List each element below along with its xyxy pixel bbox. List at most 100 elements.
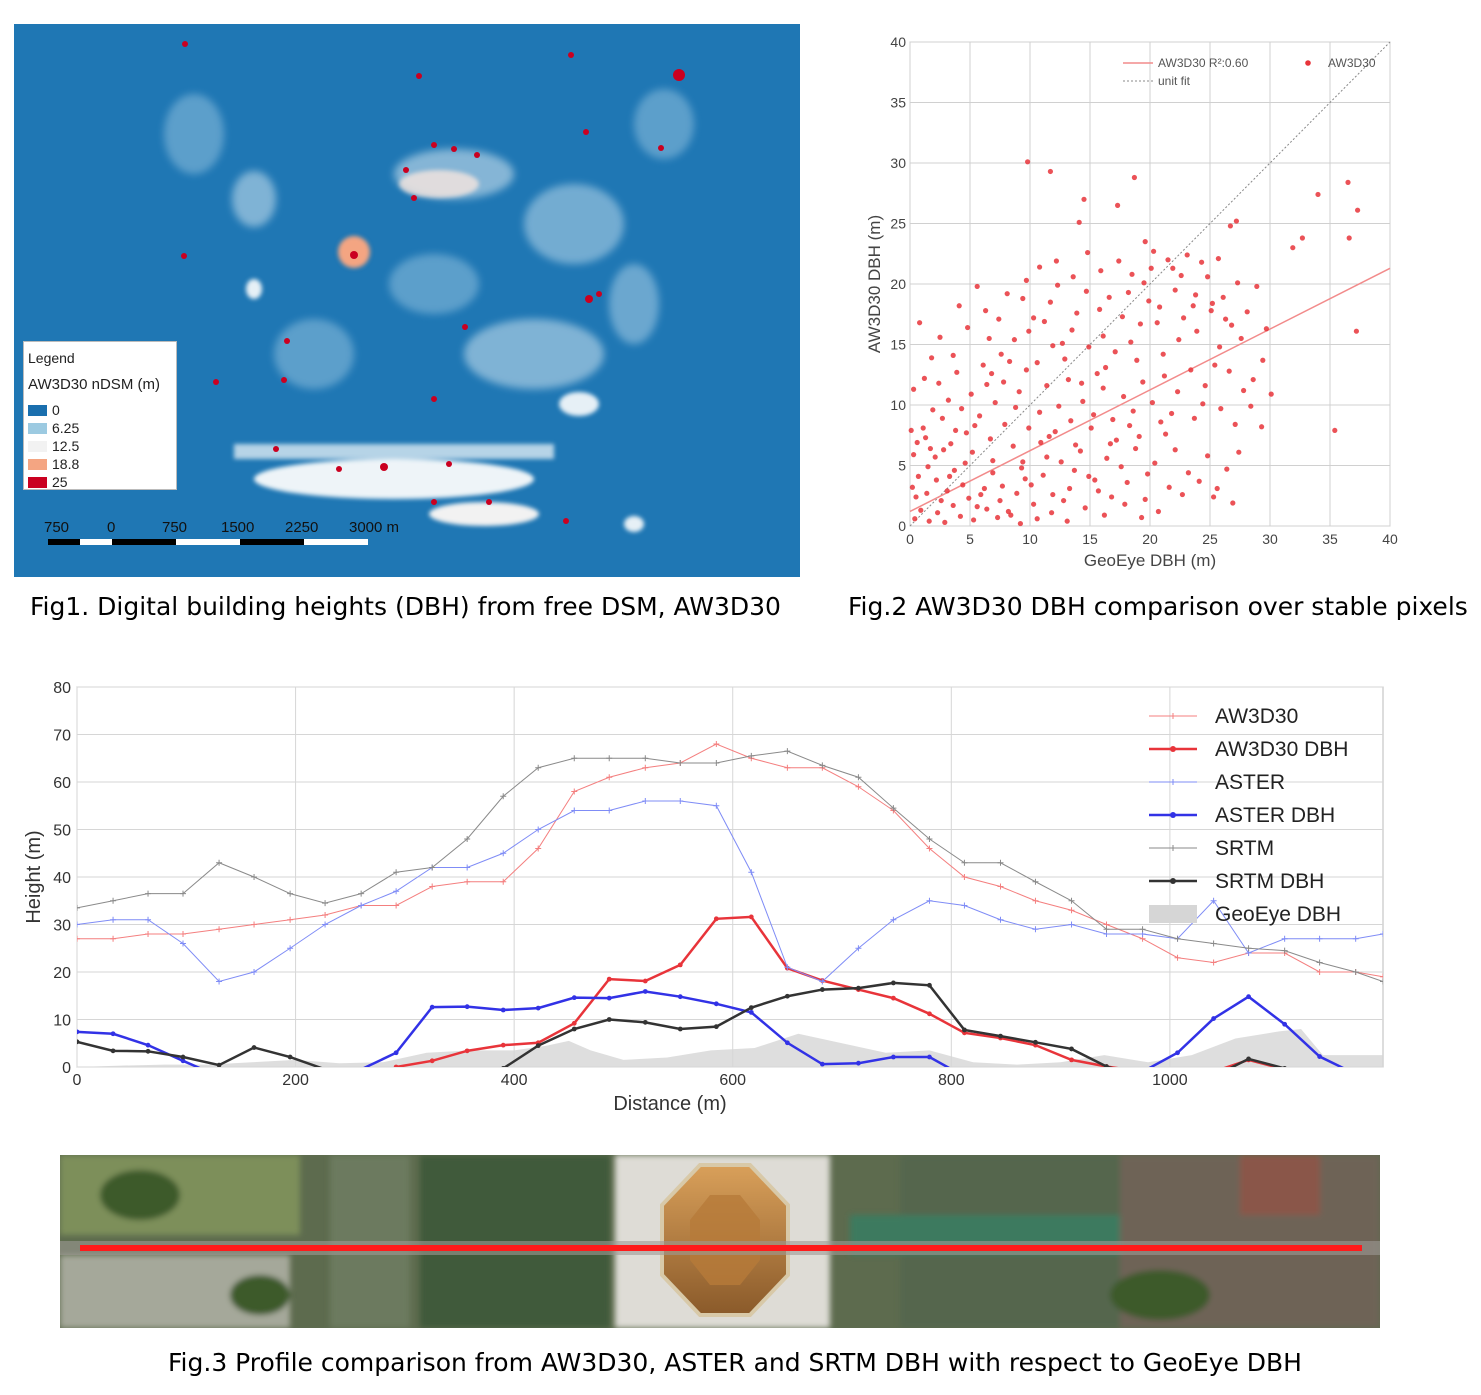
- y-axis-label: AW3D30 DBH (m): [865, 215, 884, 353]
- scatter-point: [1178, 272, 1184, 279]
- scatter-point: [1016, 389, 1022, 395]
- x-tick-label: 25: [1202, 531, 1218, 547]
- series-point: [748, 869, 755, 876]
- series-point: [606, 755, 613, 762]
- series-point: [642, 755, 649, 762]
- series-point: [77, 904, 80, 911]
- series-point: [251, 921, 258, 928]
- scatter-point: [1077, 448, 1083, 454]
- scatter-point: [1209, 300, 1215, 306]
- series-point: [1069, 1057, 1074, 1063]
- series-point: [1032, 897, 1039, 904]
- series-point: [642, 1019, 648, 1025]
- scatter-point: [942, 519, 948, 525]
- scatter-point: [1028, 482, 1034, 488]
- scatter-point: [1214, 485, 1220, 492]
- scatter-point: [1200, 401, 1206, 407]
- series-point: [287, 916, 294, 923]
- legend-swatch: [28, 459, 47, 470]
- series-point: [110, 897, 117, 904]
- series-point: [1380, 978, 1383, 985]
- scatter-point: [1238, 335, 1244, 342]
- series-point: [1068, 897, 1075, 904]
- scatter-point: [1157, 304, 1163, 310]
- scatter-point: [1041, 318, 1047, 325]
- scatter-point: [1244, 309, 1250, 315]
- series-point: [997, 883, 1004, 890]
- scatter-point: [1211, 494, 1217, 500]
- series-point: [394, 1079, 399, 1084]
- series-point: [677, 962, 683, 968]
- legend-point-label: AW3D30: [1328, 56, 1376, 70]
- scatter-point: [1254, 283, 1260, 290]
- scatter-point: [1268, 391, 1274, 397]
- series-point: [819, 987, 825, 992]
- series-point: [1103, 926, 1110, 933]
- scale-label: 2250: [285, 519, 319, 536]
- series-point: [1317, 1054, 1323, 1059]
- scatter-point: [1061, 497, 1067, 504]
- scatter-point: [1163, 431, 1169, 437]
- scatter-point: [1224, 466, 1230, 472]
- series-point: [713, 802, 720, 809]
- scatter-point: [948, 441, 954, 447]
- series-point: [642, 978, 648, 984]
- scatter-point: [983, 308, 989, 314]
- scatter-point: [941, 447, 947, 453]
- scatter-point: [1124, 479, 1130, 486]
- scatter-point: [972, 422, 978, 429]
- scatter-point: [960, 482, 966, 488]
- series-point: [180, 1054, 186, 1060]
- series-point: [1211, 1069, 1216, 1074]
- scatter-point: [909, 484, 915, 490]
- scatter-point: [1115, 202, 1121, 208]
- series-point: [890, 980, 896, 986]
- series-point: [216, 978, 223, 985]
- scatter-point: [927, 445, 933, 452]
- legend-label: AW3D30: [1215, 705, 1298, 728]
- scatter-point: [1023, 277, 1029, 283]
- series-point: [287, 890, 294, 897]
- scatter-point: [969, 449, 975, 455]
- series-point: [997, 916, 1004, 923]
- series-point: [77, 1029, 80, 1035]
- scatter-point: [1355, 207, 1361, 213]
- legend-label: 25: [52, 474, 68, 490]
- scatter-point: [933, 477, 939, 483]
- series-point: [500, 1042, 506, 1048]
- scatter-point: [932, 454, 938, 460]
- scatter-point: [959, 406, 965, 412]
- series-point: [1245, 945, 1252, 952]
- series-point: [998, 1033, 1003, 1039]
- scatter-point: [1080, 398, 1086, 404]
- series-point: [77, 1039, 80, 1045]
- scatter-point: [950, 502, 956, 509]
- scatter-point: [914, 439, 920, 446]
- scatter-point: [997, 497, 1003, 504]
- scatter-point: [926, 518, 932, 524]
- series-point: [360, 1066, 362, 1067]
- scatter-point: [953, 427, 959, 434]
- legend-point-swatch: [1305, 60, 1311, 66]
- scatter-point: [1116, 258, 1122, 264]
- scatter-point: [1101, 512, 1107, 518]
- series-point: [856, 985, 861, 991]
- series-point: [1281, 947, 1288, 954]
- series-point: [1352, 969, 1359, 975]
- scale-segment: [48, 539, 80, 545]
- series-point: [393, 1050, 399, 1056]
- scatter-point: [1020, 295, 1026, 302]
- series-point: [819, 762, 826, 769]
- scatter-point: [1248, 403, 1254, 409]
- series-point: [145, 916, 152, 923]
- series-point: [251, 1045, 257, 1050]
- fig2-caption: Fig.2 AW3D30 DBH comparison over stable …: [848, 592, 1468, 621]
- series-point: [535, 826, 542, 833]
- scatter-point: [1212, 362, 1218, 368]
- scatter-point: [1014, 490, 1020, 496]
- scatter-point: [1161, 373, 1167, 379]
- scatter-point: [989, 370, 995, 377]
- y-tick-label: 5: [898, 458, 906, 474]
- scatter-point: [1140, 379, 1146, 385]
- scatter-point: [1095, 488, 1101, 494]
